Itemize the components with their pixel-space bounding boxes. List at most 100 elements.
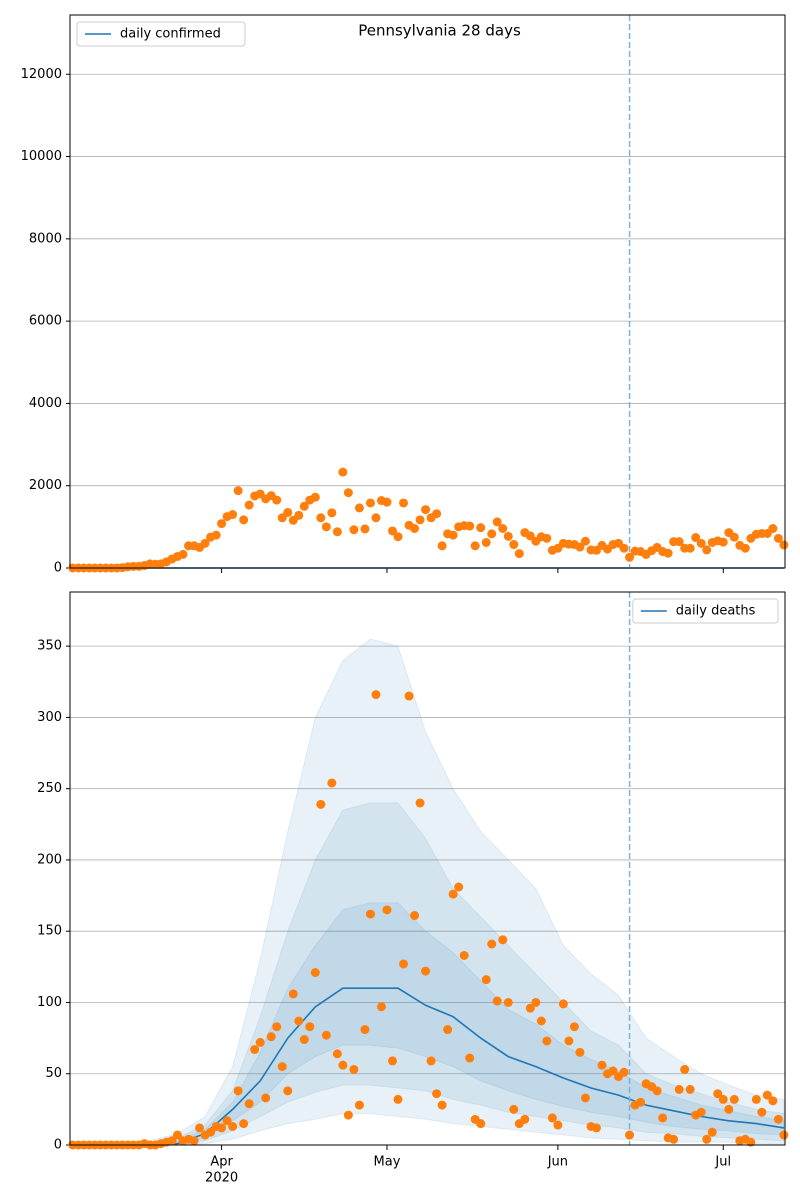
observed-point — [393, 532, 403, 542]
y-tick-label: 0 — [54, 561, 62, 576]
observed-point — [360, 524, 370, 534]
x-year-label: 2020 — [205, 1171, 238, 1186]
model-line — [122, 987, 785, 1146]
observed-point — [779, 540, 789, 550]
observed-point — [305, 1022, 315, 1032]
observed-point — [691, 533, 701, 543]
observed-point — [332, 527, 342, 537]
observed-point — [360, 1025, 370, 1035]
y-tick-label: 300 — [37, 710, 62, 725]
observed-point — [421, 505, 431, 515]
observed-point — [619, 543, 629, 553]
y-tick-label: 6000 — [29, 314, 62, 329]
observed-point — [338, 1060, 348, 1070]
observed-point — [757, 1107, 767, 1117]
observed-point — [481, 537, 491, 547]
observed-point — [663, 548, 673, 558]
observed-point — [277, 1062, 287, 1072]
legend-label: daily confirmed — [120, 27, 221, 42]
observed-point — [432, 509, 442, 519]
axes-frame — [69, 591, 786, 1146]
observed-point — [487, 529, 497, 539]
observed-point — [718, 1094, 728, 1104]
observed-point — [217, 1123, 227, 1133]
observed-point — [228, 1121, 238, 1131]
observed-point — [294, 510, 304, 520]
observed-point — [492, 996, 502, 1006]
observed-point — [597, 1060, 607, 1070]
observed-point — [387, 526, 397, 536]
x-tick-label: Jul — [714, 1155, 731, 1170]
observed-point — [387, 1056, 397, 1066]
observed-point — [746, 1137, 756, 1147]
observed-point — [503, 997, 513, 1007]
observed-point — [481, 975, 491, 985]
observed-point — [354, 503, 364, 513]
observed-point — [421, 966, 431, 976]
observed-point — [625, 552, 635, 562]
observed-point — [773, 533, 783, 543]
observed-point — [448, 889, 458, 899]
legend-box — [76, 21, 246, 47]
observed-point — [371, 690, 381, 700]
observed-point — [432, 1089, 442, 1099]
uncertainty-band — [121, 802, 785, 1146]
observed-point — [465, 1053, 475, 1063]
observed-point — [327, 508, 337, 518]
observed-point — [283, 1086, 293, 1096]
observed-point — [310, 492, 320, 502]
observed-point — [415, 515, 425, 525]
observed-point — [773, 1114, 783, 1124]
chart-title: Pennsylvania 28 days — [358, 22, 521, 40]
observed-point — [580, 536, 590, 546]
observed-point — [669, 1134, 679, 1144]
observed-point — [299, 501, 309, 511]
observed-point — [376, 1002, 386, 1012]
observed-point — [707, 1127, 717, 1137]
observed-point — [222, 1116, 232, 1126]
observed-point — [283, 507, 293, 517]
observed-point — [288, 989, 298, 999]
observed-point — [476, 1119, 486, 1129]
observed-point — [244, 1099, 254, 1109]
observed-point — [365, 909, 375, 919]
observed-point — [470, 541, 480, 551]
observed-point — [272, 1022, 282, 1032]
observed-point — [619, 1067, 629, 1077]
y-tick-label: 10000 — [21, 149, 62, 164]
observed-point — [217, 519, 227, 529]
observed-point — [702, 1134, 712, 1144]
observed-point — [729, 1094, 739, 1104]
observed-point — [371, 513, 381, 523]
observed-point — [718, 537, 728, 547]
observed-point — [680, 1064, 690, 1074]
observed-point — [542, 533, 552, 543]
y-tick-label: 12000 — [21, 67, 62, 82]
observed-point — [327, 778, 337, 788]
y-tick-label: 8000 — [29, 231, 62, 246]
observed-point — [410, 524, 420, 533]
observed-point — [658, 1113, 668, 1123]
y-tick-label: 150 — [37, 924, 62, 939]
observed-point — [768, 524, 778, 533]
y-tick-label: 4000 — [29, 396, 62, 411]
observed-point — [316, 513, 326, 523]
observed-point — [762, 1090, 772, 1100]
observed-point — [294, 1016, 304, 1026]
observed-point — [564, 1036, 574, 1046]
observed-point — [393, 1094, 403, 1104]
observed-point — [399, 959, 409, 969]
observed-point — [476, 523, 486, 533]
observed-point — [178, 549, 188, 559]
x-tick-label: Jun — [547, 1155, 568, 1170]
observed-point — [558, 999, 568, 1009]
legend-label: daily deaths — [676, 604, 756, 619]
observed-point — [349, 525, 359, 535]
observed-point — [310, 968, 320, 978]
observed-point — [448, 530, 458, 540]
observed-point — [382, 905, 392, 915]
observed-point — [685, 1084, 695, 1094]
observed-point — [525, 1003, 535, 1013]
observed-point — [459, 950, 469, 960]
observed-point — [636, 1097, 646, 1107]
